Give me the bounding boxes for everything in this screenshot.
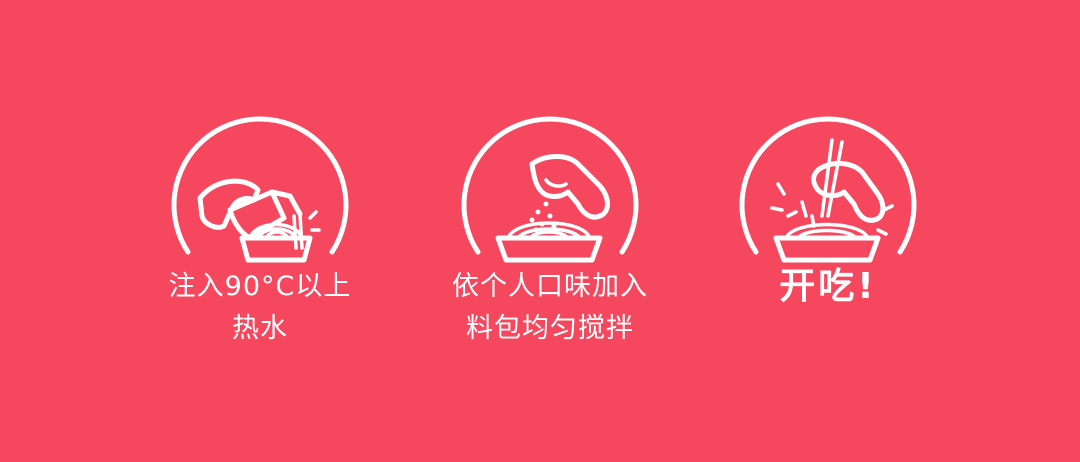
caption-line: 开吃! — [779, 266, 877, 307]
caption-line: 料包均匀搅拌 — [466, 313, 634, 344]
step-add-seasoning: 依个人口味加入 料包均匀搅拌 — [450, 116, 650, 350]
add-seasoning-icon — [461, 116, 639, 263]
caption-line: 依个人口味加入 — [452, 271, 648, 302]
step-eat: 开吃! — [728, 116, 928, 350]
step-caption: 注入90°C以上 热水 — [160, 266, 360, 350]
step-caption: 开吃! — [728, 266, 928, 308]
caption-line: 热水 — [232, 313, 288, 344]
step-pour-water: 注入90°C以上 热水 — [160, 116, 360, 350]
pour-hot-water-icon — [171, 116, 349, 263]
step-caption: 依个人口味加入 料包均匀搅拌 — [450, 266, 650, 350]
caption-line: 注入90°C以上 — [168, 271, 352, 302]
chopsticks-eat-icon — [739, 116, 917, 263]
